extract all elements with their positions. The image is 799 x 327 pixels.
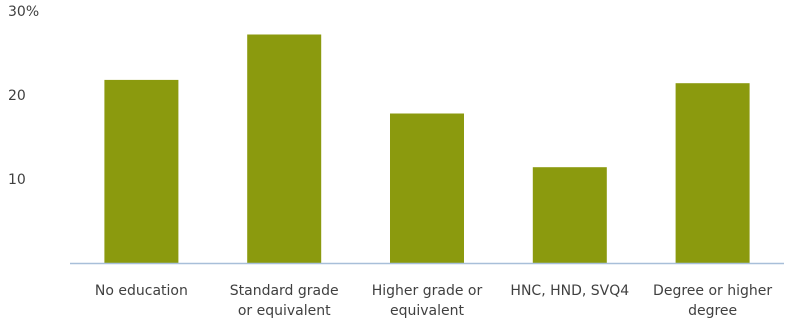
bars <box>104 34 750 264</box>
x-axis-labels: No education Standard grade or equivalent H… <box>95 283 772 319</box>
bar <box>390 113 464 263</box>
x-category-label: Standard grade or equivalent <box>230 283 339 319</box>
x-category-label: Higher grade or equivalent <box>372 283 483 319</box>
y-tick-label: 30% <box>8 4 39 20</box>
x-category-label: Degree or higher degree <box>653 283 772 319</box>
x-category-label: No education <box>95 283 188 299</box>
x-category-label-line: Standard grade <box>230 283 339 299</box>
bar <box>675 83 750 263</box>
y-tick-label: 20 <box>8 88 26 104</box>
x-category-label-line: Degree or higher <box>653 283 772 299</box>
x-category-label-line: HNC, HND, SVQ4 <box>510 283 629 299</box>
bar <box>104 79 179 264</box>
x-category-label-line: or equivalent <box>238 303 331 319</box>
x-category-label-line: equivalent <box>390 303 465 319</box>
y-tick-label: 10 <box>8 172 26 188</box>
x-category-label-line: No education <box>95 283 188 299</box>
bar <box>247 34 322 263</box>
y-axis-ticks: 10 20 30% <box>8 4 39 188</box>
x-category-label-line: Higher grade or <box>372 283 483 299</box>
x-category-label-line: degree <box>688 303 737 319</box>
x-category-label: HNC, HND, SVQ4 <box>510 283 629 299</box>
bar <box>532 167 607 263</box>
